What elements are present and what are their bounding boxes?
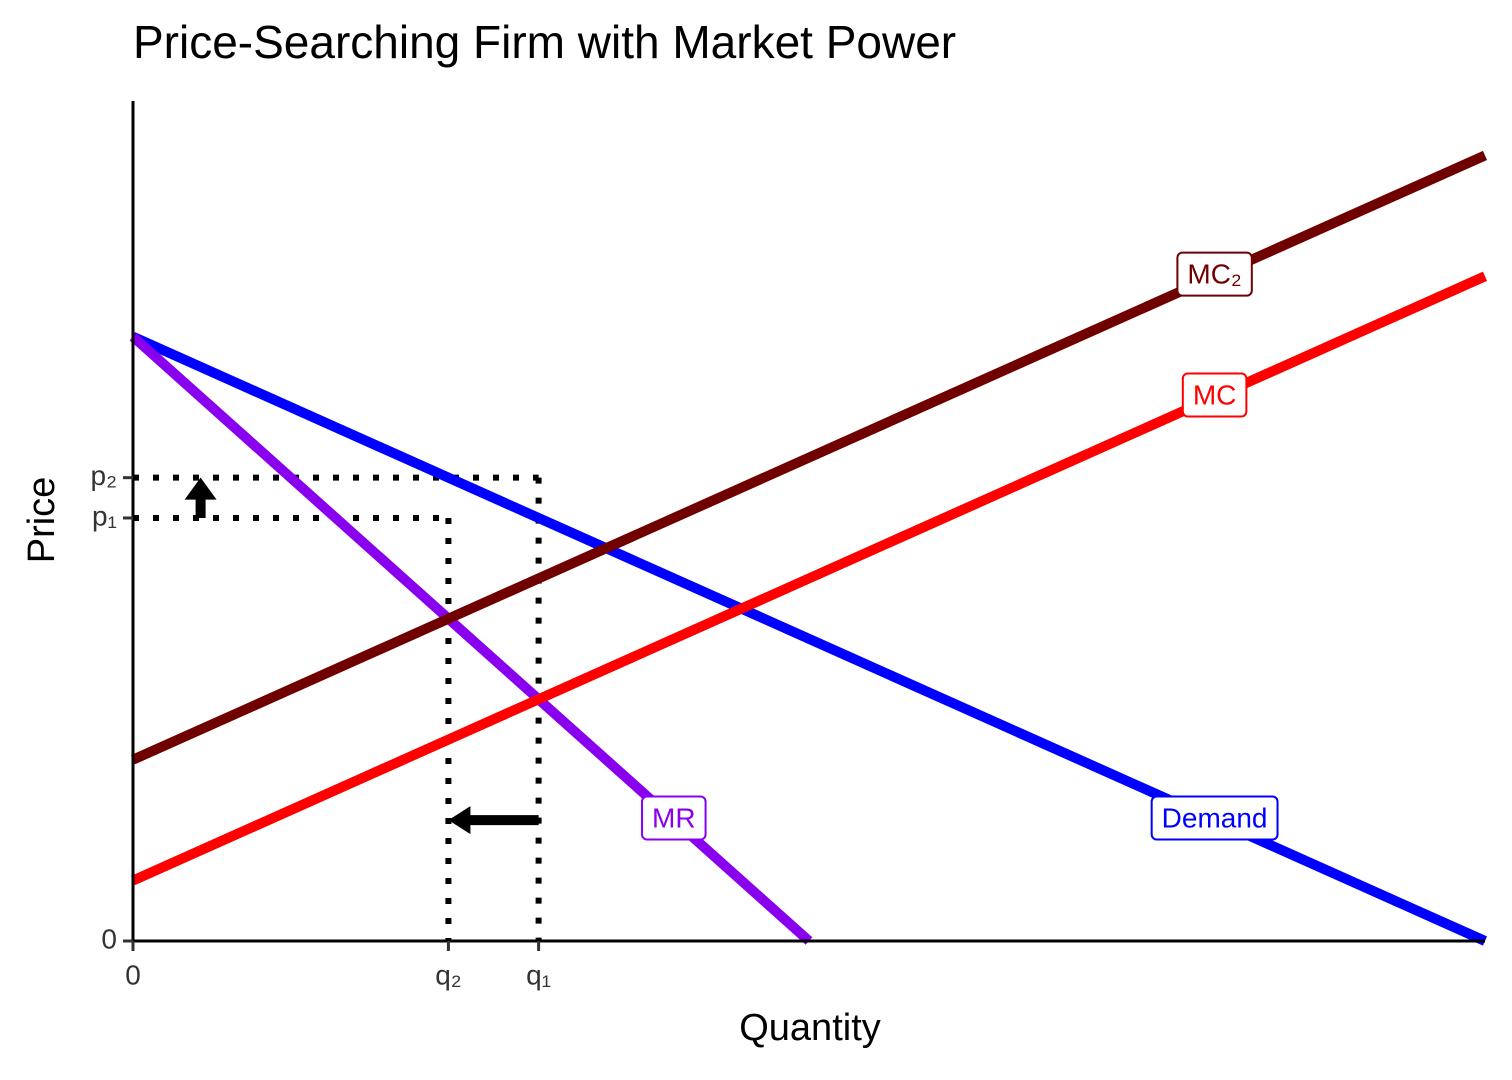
y-tick-label: p₁ [92, 500, 117, 531]
chart-title: Price-Searching Firm with Market Power [133, 16, 956, 68]
x-tick-label: 0 [125, 959, 141, 990]
series-label-box [641, 795, 707, 841]
x-tick-label: q₁ [526, 959, 551, 990]
series-line [130, 150, 1488, 765]
series-line [129, 332, 813, 945]
series-label: MC₂ [1187, 259, 1241, 290]
series-label-box [1181, 372, 1248, 418]
arrow-head [184, 477, 217, 500]
x-axis-label: Quantity [739, 1007, 881, 1049]
arrow-head [448, 806, 471, 835]
y-tick-label: 0 [101, 923, 117, 954]
y-axis-label: Price [21, 477, 63, 564]
y-tick-label: p₂ [91, 460, 117, 491]
series-line [130, 332, 1488, 946]
x-tick-label: q₂ [435, 959, 461, 990]
series-label: MC [1193, 380, 1237, 411]
series-line [130, 271, 1488, 886]
series-label: MR [652, 803, 696, 834]
series-label-box [1176, 251, 1253, 297]
series-label: Demand [1162, 803, 1268, 834]
series-label-box [1150, 795, 1279, 841]
